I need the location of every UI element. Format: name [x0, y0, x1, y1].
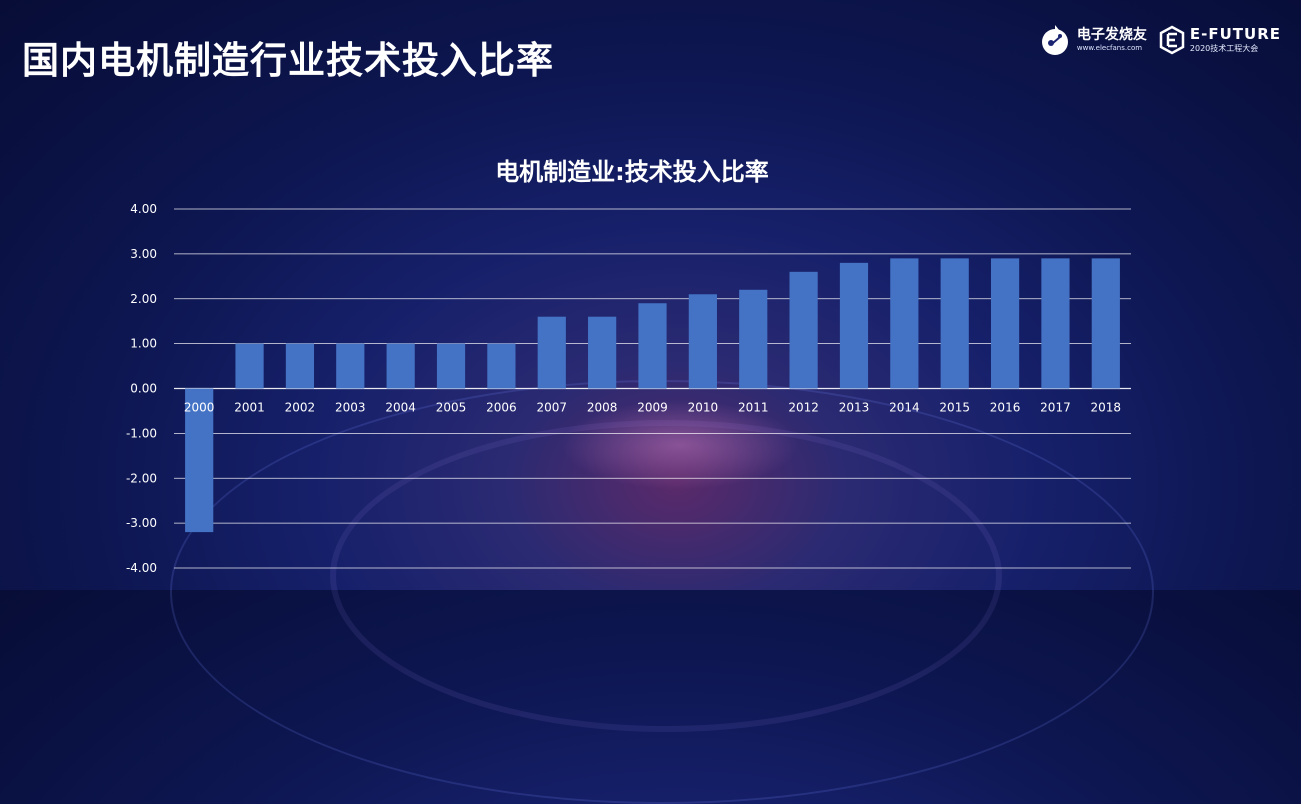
bar-2007	[537, 316, 566, 389]
x-tick-label: 2014	[889, 401, 920, 415]
x-tick-label: 2015	[939, 401, 970, 415]
bar-chart: 2000 2001 2002 2003 2004 2005 2006 2007 2008 2009…	[126, 202, 1121, 575]
efuture-logo: E-FUTURE 2020技术工程大会	[1159, 25, 1281, 55]
y-tick-label: 0.00	[130, 382, 157, 396]
elecfans-url: www.elecfans.com	[1076, 44, 1143, 52]
bar-2018	[1091, 258, 1120, 389]
efuture-name: E-FUTURE	[1189, 25, 1281, 43]
bar-2015	[940, 258, 969, 389]
bar-2017	[1041, 258, 1070, 389]
x-tick-label: 2016	[990, 401, 1021, 415]
bar-2013	[839, 262, 869, 389]
y-tick-label: -2.00	[126, 471, 157, 485]
bar-2009	[638, 303, 667, 389]
bar-2005	[436, 343, 466, 389]
x-tick-label: 2018	[1091, 401, 1122, 415]
y-tick-label: 3.00	[130, 247, 157, 261]
x-tick-label: 2007	[536, 401, 567, 415]
x-tick-label: 2011	[738, 401, 769, 415]
x-tick-label: 2017	[1040, 401, 1071, 415]
x-tick-label: 2012	[788, 401, 819, 415]
y-tick-label: 4.00	[130, 202, 157, 216]
efuture-subtitle: 2020技术工程大会	[1189, 44, 1259, 53]
bars	[185, 258, 1120, 533]
bar-2006	[487, 343, 516, 389]
x-tick-label: 2002	[285, 401, 316, 415]
efuture-hexagon-icon	[1159, 25, 1185, 55]
bar-2002	[285, 343, 315, 389]
logo-group: 电子发烧友 www.elecfans.com E-FUTURE 2020技术工程…	[1038, 18, 1281, 62]
bar-2012	[789, 271, 818, 389]
x-tick-label: 2010	[688, 401, 719, 415]
y-tick-label: -4.00	[126, 561, 157, 575]
x-tick-label: 2000	[184, 401, 215, 415]
bar-2011	[739, 289, 768, 389]
bar-2003	[336, 343, 365, 389]
bar-2014	[890, 258, 919, 389]
bar-2016	[990, 258, 1020, 389]
elecfans-logo: 电子发烧友 www.elecfans.com	[1038, 23, 1147, 57]
x-tick-label: 2013	[839, 401, 870, 415]
chart-title: 电机制造业:技术投入比率	[495, 158, 769, 186]
elecfans-flame-icon	[1041, 25, 1068, 55]
elecfans-name: 电子发烧友	[1076, 27, 1147, 43]
bar-2010	[688, 294, 717, 389]
x-tick-label: 2001	[234, 401, 265, 415]
x-tick-label: 2003	[335, 401, 366, 415]
x-tick-label: 2009	[637, 401, 668, 415]
bar-2004	[386, 343, 415, 389]
y-tick-label: -3.00	[126, 516, 157, 530]
y-tick-label: 1.00	[130, 337, 157, 351]
bar-2000	[185, 388, 214, 533]
x-tick-label: 2008	[587, 401, 618, 415]
bar-2008	[588, 316, 617, 389]
bar-2001	[235, 343, 264, 389]
x-axis-labels: 2000 2001 2002 2003 2004 2005 2006 2007 2008 2009…	[184, 401, 1121, 415]
x-tick-label: 2004	[385, 401, 416, 415]
y-axis-labels: 4.00 3.00 2.00 1.00 0.00 -1.00 -2.00 -3.00 -4.00	[126, 202, 157, 575]
x-tick-label: 2005	[436, 401, 467, 415]
y-tick-label: 2.00	[130, 292, 157, 306]
x-tick-label: 2006	[486, 401, 517, 415]
slide-title: 国内电机制造行业技术投入比率	[22, 39, 554, 82]
y-tick-label: -1.00	[126, 426, 157, 440]
